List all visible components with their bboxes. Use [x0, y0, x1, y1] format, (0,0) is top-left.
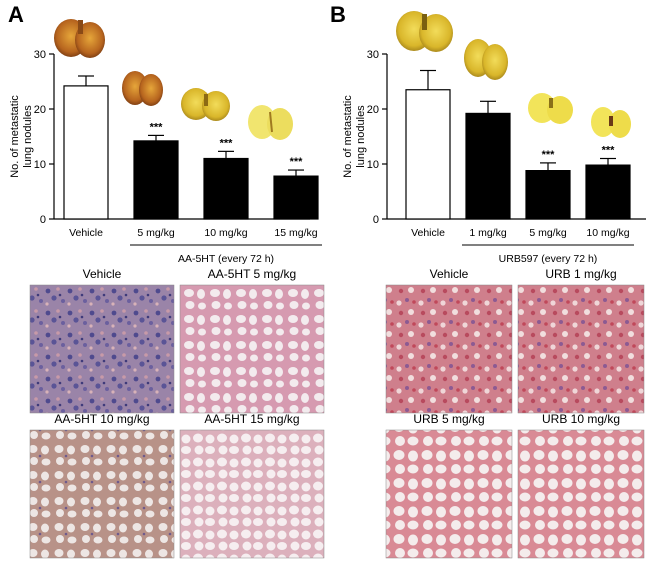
chart1-y-tick-label: 0: [373, 214, 379, 226]
histology-panel-label: AA-5HT 5 mg/kg: [208, 267, 296, 281]
chart0-y-tick-label: 0: [40, 214, 46, 226]
histology-panel-label: AA-5HT 10 mg/kg: [54, 412, 149, 426]
chart1-error-bar: [600, 157, 616, 166]
histology-panel-label: URB 10 mg/kg: [542, 412, 620, 426]
chart0-error-bar: [148, 134, 164, 141]
chart1-error-bar: [420, 69, 436, 90]
chart1-y-tick-label: 20: [367, 104, 379, 116]
chart0-error-bar: [78, 75, 94, 86]
histology-panel: [179, 284, 325, 414]
chart0-significance-label: ***: [220, 137, 234, 149]
chart1-bar: [525, 170, 571, 220]
chart0-category-label: 10 mg/kg: [204, 227, 247, 239]
panel-letter-b: B: [330, 2, 346, 27]
chart0-bar: [133, 140, 179, 220]
chart1-bar: [465, 112, 511, 220]
chart1-error-bar: [540, 162, 556, 171]
chart0-significance-label: ***: [290, 156, 304, 168]
panel-letter-a: A: [8, 2, 24, 27]
histology-panel: [385, 284, 513, 414]
lung-photo-aa5ht-10mg: [181, 88, 230, 121]
lung-photo-aa5ht-vehicle: [54, 19, 105, 58]
chart1-error-bar: [480, 100, 496, 114]
histology-grid-aa5ht: Vehicle AA-5HT 5 mg/kg AA-5HT 10 mg/kg AA-5…: [29, 267, 325, 559]
chart1-y-tick-label: 30: [367, 49, 379, 61]
lung-photo-urb-10mg: [591, 107, 631, 138]
histology-panel-label: Vehicle: [83, 267, 122, 281]
histology-grid-urb597: Vehicle URB 1 mg/kg URB 5 mg/kg URB 10 mg/k…: [385, 267, 645, 559]
chart0-category-label: 15 mg/kg: [274, 227, 317, 239]
chart1-significance-label: ***: [602, 145, 616, 157]
lung-photo-urb-1mg: [464, 39, 508, 80]
chart0-y-axis-label: No. of metastaticlung nodules: [9, 95, 34, 178]
histology-panel: [517, 284, 645, 414]
chart0-bar: [203, 157, 249, 220]
histology-panel: [179, 429, 325, 559]
chart1-y-axis-label: No. of metastaticlung nodules: [342, 95, 367, 178]
chart0-bar: [63, 85, 109, 220]
chart0-y-tick-label: 30: [34, 49, 46, 61]
chart1-category-label: 5 mg/kg: [529, 227, 567, 239]
chart1-significance-label: ***: [542, 149, 556, 161]
histology-panel-label: URB 5 mg/kg: [413, 412, 484, 426]
bar-chart-urb597: 0 10 20 30 No. of metastaticlung nodules Vehi…: [342, 49, 646, 265]
chart1-bar: [585, 164, 631, 220]
chart0-error-bar: [218, 150, 234, 159]
chart1-category-label: 1 mg/kg: [469, 227, 507, 239]
bar-chart-aa5ht: 0 10 20 30 No. of metastaticlung nodules Vehi…: [9, 49, 322, 265]
chart1-y-tick-label: 10: [367, 159, 379, 171]
lung-photo-aa5ht-5mg: [122, 71, 163, 106]
chart0-category-label: 5 mg/kg: [137, 227, 175, 239]
histology-panel-label: Vehicle: [430, 267, 469, 281]
chart1-x-axis-label: URB597 (every 72 h): [499, 253, 598, 265]
chart0-error-bar: [288, 169, 304, 177]
chart1-bar: [405, 89, 451, 220]
histology-panel-label: URB 1 mg/kg: [545, 267, 616, 281]
histology-panel: [29, 429, 175, 559]
histology-panel: [385, 429, 513, 559]
chart1-category-label: Vehicle: [411, 227, 445, 239]
chart0-y-tick-label: 10: [34, 159, 46, 171]
chart0-bar: [273, 175, 319, 220]
histology-panel: [517, 429, 645, 559]
chart1-category-label: 10 mg/kg: [586, 227, 629, 239]
lung-photo-urb-vehicle: [396, 11, 453, 52]
chart0-category-label: Vehicle: [69, 227, 103, 239]
chart0-x-axis-label: AA-5HT (every 72 h): [178, 253, 274, 265]
chart0-y-tick-label: 20: [34, 104, 46, 116]
histology-panel-label: AA-5HT 15 mg/kg: [204, 412, 299, 426]
lung-photo-urb-5mg: [528, 93, 573, 124]
chart0-significance-label: ***: [150, 121, 164, 133]
histology-panel: [29, 284, 175, 414]
lung-photo-aa5ht-15mg: [248, 105, 293, 140]
